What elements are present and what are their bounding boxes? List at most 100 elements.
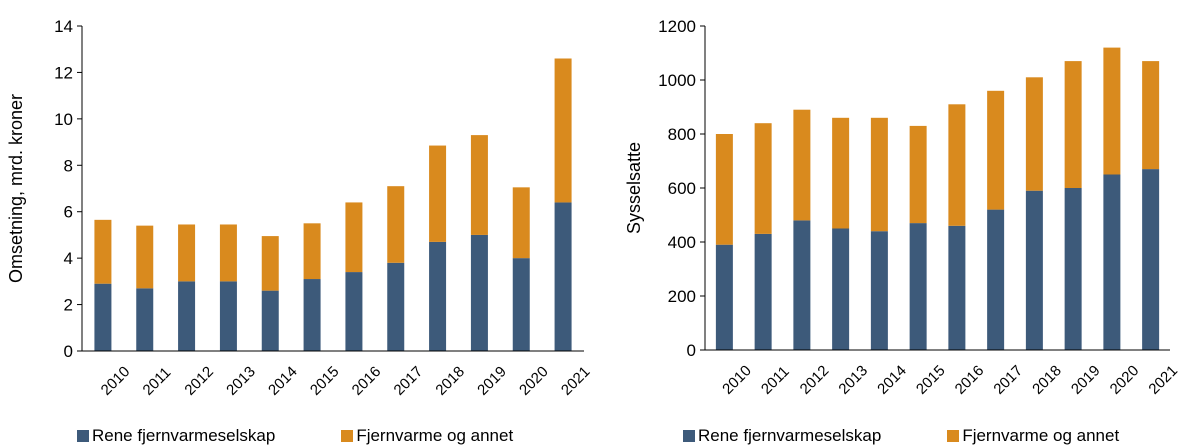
bar-annet-2021 (554, 58, 572, 203)
bar-annet-2014 (261, 236, 279, 291)
x-tick-label: 2012 (797, 362, 833, 398)
legend-right: Rene fjernvarmeselskap Fjernvarme og ann… (683, 426, 1179, 446)
x-tick-label: 2016 (349, 363, 385, 399)
x-tick-label: 2013 (835, 362, 871, 398)
bar-rene-2020 (1103, 174, 1121, 350)
bar-rene-2021 (554, 202, 572, 351)
x-tick-label: 2014 (265, 363, 301, 399)
bar-rene-2011 (136, 288, 154, 351)
bar-annet-2012 (178, 224, 196, 282)
bar-rene-2010 (94, 283, 112, 351)
bar-rene-2021 (1142, 169, 1160, 350)
y-tick-label: 0 (64, 342, 73, 361)
bar-annet-2020 (1103, 47, 1121, 175)
legend-swatch-series-1 (77, 430, 89, 442)
y-tick-label: 8 (64, 156, 73, 175)
bar-annet-2020 (512, 187, 530, 259)
y-tick-label: 10 (54, 110, 73, 129)
bar-rene-2016 (345, 272, 363, 351)
x-tick-label: 2010 (719, 362, 755, 398)
bar-rene-2018 (429, 241, 447, 351)
y-tick-label: 1000 (658, 71, 696, 90)
bar-rene-2012 (178, 281, 196, 351)
bar-rene-2015 (303, 279, 321, 351)
bar-annet-2021 (1142, 61, 1160, 170)
bar-rene-2013 (219, 281, 237, 351)
x-tick-label: 2021 (558, 363, 594, 399)
x-tick-label: 2013 (223, 363, 259, 399)
bar-rene-2010 (715, 244, 733, 350)
bar-rene-2015 (909, 223, 927, 350)
bar-annet-2013 (219, 224, 237, 282)
x-tick-label: 2016 (952, 362, 988, 398)
legend-item-series-2: Fjernvarme og annet (947, 426, 1119, 446)
legend-swatch-series-2 (947, 430, 960, 442)
x-tick-label: 2018 (1029, 362, 1065, 398)
bar-annet-2018 (429, 145, 447, 242)
bar-annet-2015 (909, 125, 927, 224)
bar-rene-2013 (832, 228, 850, 350)
y-tick-label: 600 (668, 179, 696, 198)
x-tick-label: 2011 (758, 363, 793, 398)
bar-rene-2019 (470, 234, 488, 351)
bar-rene-2017 (387, 262, 405, 351)
x-tick-label: 2019 (1068, 362, 1104, 398)
x-tick-label: 2021 (1145, 362, 1179, 398)
bar-rene-2014 (870, 231, 888, 350)
bar-annet-2016 (345, 202, 363, 273)
x-tick-label: 2012 (181, 363, 217, 399)
bar-annet-2019 (470, 135, 488, 235)
bar-annet-2012 (793, 109, 811, 221)
y-tick-label: 14 (54, 17, 73, 36)
bar-annet-2013 (832, 117, 850, 229)
x-tick-label: 2010 (98, 363, 134, 399)
x-tick-label: 2015 (307, 363, 343, 399)
x-tick-label: 2011 (140, 364, 175, 399)
x-tick-label: 2020 (1107, 362, 1143, 398)
x-tick-label: 2018 (432, 363, 468, 399)
x-tick-label: 2017 (990, 362, 1026, 398)
y-tick-label: 4 (64, 249, 73, 268)
x-tick-label: 2014 (874, 362, 910, 398)
x-tick-label: 2019 (474, 363, 510, 399)
bar-annet-2011 (136, 225, 154, 289)
y-tick-label: 2 (64, 296, 73, 315)
legend-label-series-1: Rene fjernvarmeselskap (92, 426, 276, 445)
legend-label-series-2: Fjernvarme og annet (356, 426, 514, 445)
legend-item-series-1: Rene fjernvarmeselskap (77, 426, 275, 446)
legend-item-series-2: Fjernvarme og annet (341, 426, 513, 446)
legend-swatch-series-2 (341, 430, 354, 442)
legend-label-series-1: Rene fjernvarmeselskap (698, 426, 882, 445)
bar-rene-2020 (512, 258, 530, 351)
bar-annet-2016 (948, 104, 966, 226)
bar-annet-2011 (754, 123, 772, 234)
bar-annet-2015 (303, 223, 321, 280)
y-tick-label: 400 (668, 233, 696, 252)
legend-left: Rene fjernvarmeselskap Fjernvarme og ann… (77, 426, 579, 446)
x-tick-label: 2017 (391, 363, 427, 399)
bar-annet-2014 (870, 117, 888, 232)
bar-annet-2010 (715, 134, 733, 245)
bar-rene-2019 (1064, 188, 1082, 350)
y-axis-label: Omsetning, mrd. kroner (6, 94, 26, 283)
y-tick-label: 0 (687, 341, 696, 360)
y-tick-label: 1200 (658, 17, 696, 36)
y-tick-label: 6 (64, 203, 73, 222)
x-tick-label: 2020 (516, 363, 552, 399)
legend-label-series-2: Fjernvarme og annet (962, 426, 1120, 445)
bar-rene-2018 (1025, 190, 1043, 350)
y-tick-label: 200 (668, 287, 696, 306)
bar-rene-2014 (261, 290, 279, 351)
y-axis-label: Sysselsatte (624, 142, 644, 234)
bar-annet-2017 (387, 186, 405, 263)
bar-rene-2016 (948, 225, 966, 350)
y-tick-label: 12 (54, 63, 73, 82)
legend-swatch-series-1 (683, 430, 695, 442)
legend-item-series-1: Rene fjernvarmeselskap (683, 426, 881, 446)
bar-annet-2010 (94, 219, 112, 284)
bar-rene-2017 (987, 209, 1005, 350)
bar-rene-2012 (793, 220, 811, 350)
x-tick-label: 2015 (913, 362, 949, 398)
bar-rene-2011 (754, 233, 772, 350)
